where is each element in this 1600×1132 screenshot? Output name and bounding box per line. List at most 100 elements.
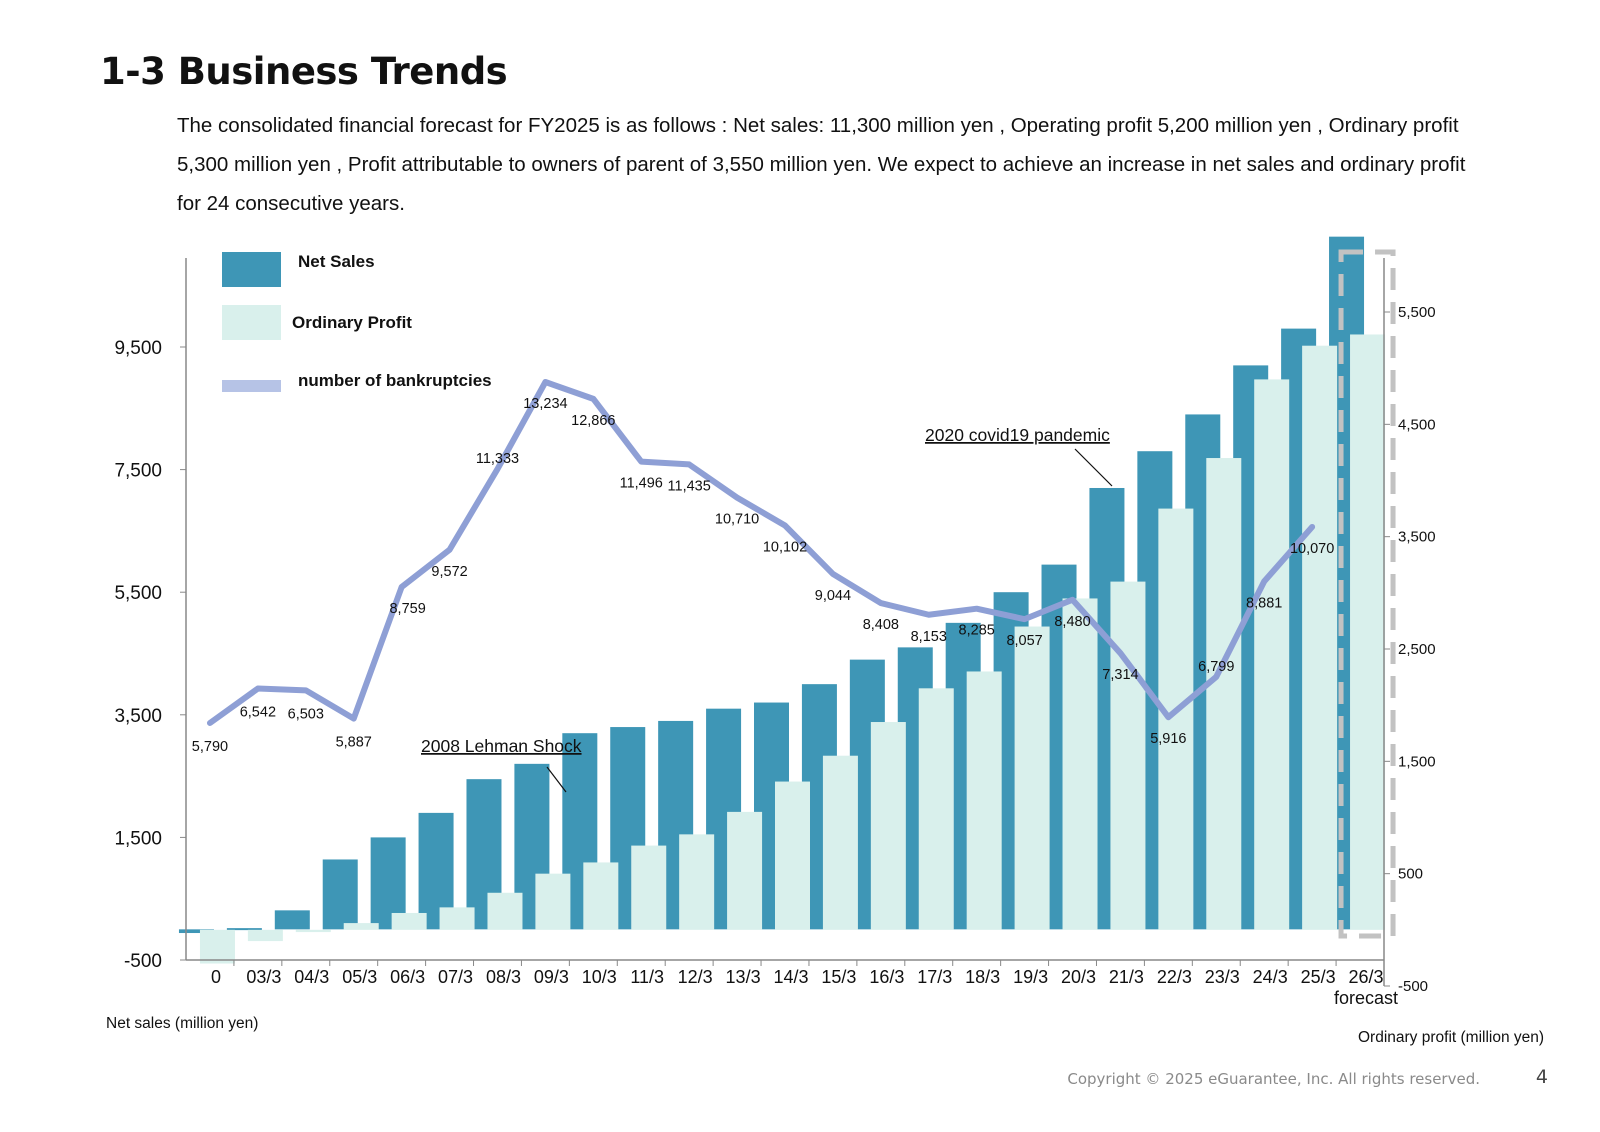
bankruptcy-data-label: 8,285 [959, 623, 995, 639]
ordinary-profit-bar [1014, 626, 1050, 930]
bankruptcy-data-label: 5,916 [1150, 731, 1186, 747]
bankruptcy-data-label: 11,496 [620, 476, 663, 492]
left-tick-label: 7,500 [114, 461, 162, 482]
ordinary-profit-bar [870, 722, 906, 930]
page-number: 4 [1535, 1066, 1548, 1088]
bankruptcy-data-label: 5,887 [336, 735, 372, 751]
bankruptcy-data-label: 6,503 [288, 706, 324, 722]
bankruptcy-data-label: 8,759 [389, 601, 425, 617]
bankruptcy-data-label: 11,435 [668, 478, 711, 494]
bankruptcies-line [206, 379, 1316, 726]
x-tick-label: 0 [211, 967, 221, 987]
bankruptcy-data-label: 9,572 [431, 564, 467, 580]
legend-label-bankruptcies: number of bankruptcies [298, 371, 492, 390]
right-tick-label: 500 [1398, 866, 1423, 883]
bankruptcy-data-label: 12,866 [571, 413, 615, 429]
bankruptcy-data-label: 8,153 [911, 629, 947, 645]
annotation-lehman-pointer [546, 766, 567, 793]
x-tick-label: 15/3 [821, 967, 856, 987]
x-tick-label: 08/3 [486, 967, 521, 987]
ordinary-profit-bar [679, 834, 715, 930]
left-tick-label: 3,500 [114, 706, 162, 727]
ordinary-profit-bar [775, 781, 810, 930]
left-tick-label: 9,500 [114, 338, 162, 359]
x-tick-label: 22/3 [1157, 967, 1192, 987]
ordinary-profit-bar [247, 929, 283, 942]
x-tick-label: 21/3 [1109, 967, 1144, 987]
forecast-dashed-box [1338, 249, 1396, 939]
bankruptcy-data-label: 6,799 [1198, 659, 1234, 675]
right-tick-label: 2,500 [1398, 641, 1436, 658]
bankruptcy-data-label: 8,881 [1246, 595, 1282, 611]
bankruptcy-data-label: 10,710 [715, 512, 759, 528]
ordinary-profit-bar [1158, 508, 1194, 930]
x-tick-label: 13/3 [726, 967, 761, 987]
ordinary-profit-bar [295, 929, 331, 933]
x-tick-label: 09/3 [534, 967, 569, 987]
right-tick-label: -500 [1398, 978, 1428, 995]
x-tick-label: 07/3 [438, 967, 473, 987]
ordinary-profit-bar [487, 892, 523, 930]
legend-swatch-bankruptcies [222, 380, 281, 392]
legend-swatch-net-sales [222, 252, 281, 287]
left-tick-label: -500 [124, 951, 162, 972]
x-tick-label: 12/3 [678, 967, 713, 987]
bankruptcy-data-label: 8,408 [863, 617, 899, 633]
x-tick-label: 14/3 [773, 967, 808, 987]
legend-label-ordinary-profit: Ordinary Profit [292, 313, 412, 332]
x-tick-label: 25/3 [1301, 967, 1336, 987]
bankruptcy-data-label: 10,102 [763, 539, 807, 555]
bankruptcy-data-label: 7,314 [1102, 667, 1138, 683]
x-tick-label: 10/3 [582, 967, 617, 987]
x-tick-label: 05/3 [342, 967, 377, 987]
annotation-covid19: 2020 covid19 pandemic [925, 425, 1110, 445]
left-tick-label: 1,500 [114, 828, 162, 849]
ordinary-profit-bar [966, 671, 1002, 930]
net-sales-bar [226, 928, 262, 931]
bankruptcy-data-label: 6,542 [240, 705, 276, 721]
bankruptcy-data-label: 13,234 [523, 396, 567, 412]
annotation-lehman-shock: 2008 Lehman Shock [421, 736, 582, 756]
right-axis-title: Ordinary profit (million yen) [1358, 1029, 1544, 1046]
annotation-covid19-pointer [1074, 448, 1113, 487]
x-tick-label: 17/3 [917, 967, 952, 987]
x-tick-label: 18/3 [965, 967, 1000, 987]
ordinary-profit-bar [1350, 334, 1386, 930]
bankruptcy-data-label: 10,070 [1290, 541, 1334, 557]
bankruptcy-data-label: 5,790 [192, 739, 228, 755]
legend-label-net-sales: Net Sales [298, 252, 375, 271]
x-tick-label: 19/3 [1013, 967, 1048, 987]
left-axis-title: Net sales (million yen) [106, 1015, 258, 1032]
ordinary-profit-bar [1110, 581, 1146, 930]
ordinary-profit-bar [1254, 379, 1290, 930]
ordinary-profit-bar [631, 845, 667, 930]
ordinary-profit-bar [918, 688, 954, 930]
x-tick-label: 04/3 [294, 967, 329, 987]
net-sales-bar [322, 859, 358, 930]
x-tick-label: 20/3 [1061, 967, 1096, 987]
x-tick-label: 16/3 [869, 967, 904, 987]
x-tick-label: 24/3 [1253, 967, 1288, 987]
ordinary-profit-bar [391, 912, 427, 930]
ordinary-profit-bar [583, 862, 619, 930]
bankruptcy-data-label: 11,333 [476, 451, 519, 467]
ordinary-profit-bar [727, 811, 763, 930]
page-title: 1-3 Business Trends [100, 50, 508, 93]
copyright-text: Copyright © 2025 eGuarantee, Inc. All ri… [1067, 1070, 1480, 1088]
forecast-label: forecast [1334, 988, 1398, 1008]
right-tick-label: 3,500 [1398, 529, 1436, 546]
bankruptcy-data-label: 8,057 [1006, 633, 1042, 649]
ordinary-profit-bar [1302, 345, 1338, 930]
x-tick-label: 23/3 [1205, 967, 1240, 987]
bankruptcy-data-label: 9,044 [815, 588, 851, 604]
net-sales-bar [178, 929, 214, 934]
net-sales-bar [274, 910, 310, 930]
right-tick-label: 4,500 [1398, 416, 1436, 433]
ordinary-profit-bar [1062, 598, 1098, 930]
x-tick-label: 26/3 [1349, 967, 1384, 987]
ordinary-profit-bar [199, 929, 235, 964]
right-tick-label: 1,500 [1398, 753, 1436, 770]
x-tick-label: 11/3 [630, 967, 664, 987]
ordinary-profit-bar [822, 755, 858, 930]
